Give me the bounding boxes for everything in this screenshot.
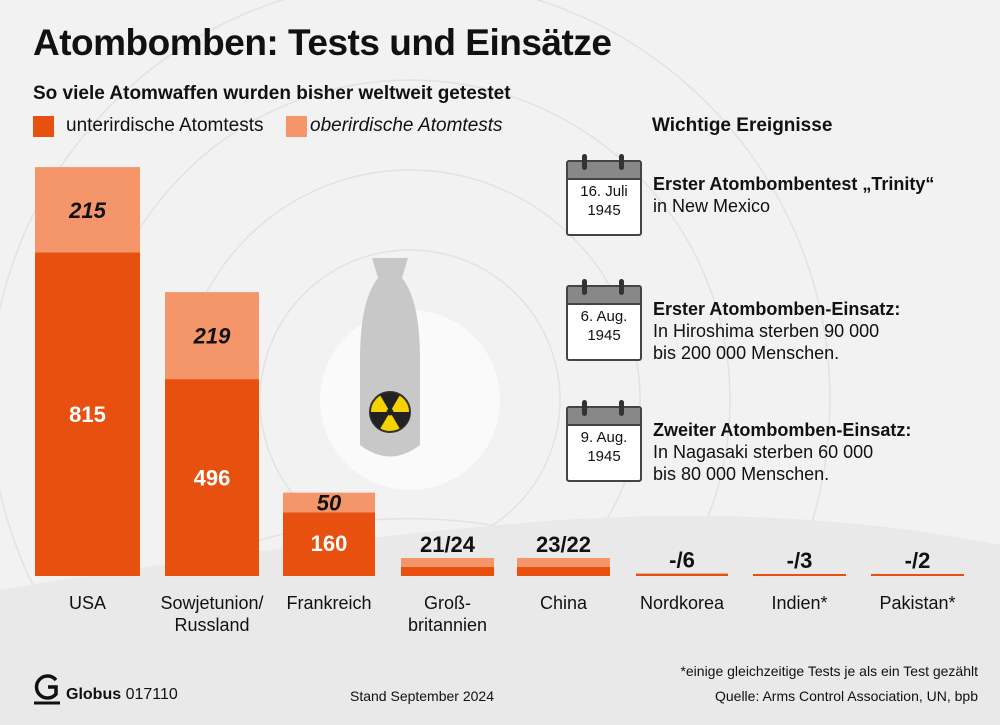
category-label: USA xyxy=(23,592,153,614)
event-date-day: 9. Aug. xyxy=(580,429,628,446)
event-date-day: 16. Juli xyxy=(580,183,628,200)
event-date-day: 6. Aug. xyxy=(580,308,628,325)
calendar-icon: 9. Aug. 1945 xyxy=(566,400,642,482)
category-label-line: Groß- xyxy=(424,593,471,613)
bar-aboveground-3 xyxy=(401,558,494,567)
event-title: Erster Atombombentest „Trinity“ xyxy=(653,174,935,194)
bar-aboveground-4 xyxy=(517,558,610,567)
data-label-underground-0: 815 xyxy=(69,402,106,427)
data-label-aboveground-2: 50 xyxy=(317,491,342,516)
event-title: Zweiter Atombomben-Einsatz: xyxy=(653,420,912,440)
event-item: Zweiter Atombomben-Einsatz: In Nagasaki s… xyxy=(653,420,911,485)
event-description: in New Mexico xyxy=(653,196,771,216)
bar-underground-1 xyxy=(165,379,259,576)
legend-swatch-aboveground xyxy=(286,116,307,137)
legend-label-underground: unterirdische Atomtests xyxy=(66,115,264,136)
data-label-4: 23/22 xyxy=(536,532,591,557)
graphic-code: 017110 xyxy=(125,686,178,703)
calendar-icon: 6. Aug. 1945 xyxy=(566,279,642,361)
data-label-3: 21/24 xyxy=(420,532,476,557)
category-label: Groß-britannien xyxy=(383,592,513,636)
event-title: Erster Atombomben-Einsatz: xyxy=(653,299,901,319)
category-label-line: China xyxy=(539,593,588,613)
data-label-aboveground-1: 219 xyxy=(193,324,231,349)
category-label-line: Frankreich xyxy=(286,593,372,613)
event-description: In Hiroshima sterben 90 000 xyxy=(653,321,880,341)
legend-label-aboveground: oberirdische Atomtests xyxy=(310,115,503,136)
brand-name: Globus xyxy=(66,686,122,703)
event-description: bis 200 000 Menschen. xyxy=(653,343,840,363)
data-label-6: -/3 xyxy=(787,548,813,573)
bar-aboveground-0 xyxy=(35,167,140,253)
data-label-aboveground-0: 215 xyxy=(68,198,106,223)
legend-swatch-underground xyxy=(33,116,54,137)
footer-brand: Globus 017110 xyxy=(66,686,178,704)
category-label: Indien* xyxy=(735,592,865,614)
bar-underground-0 xyxy=(35,252,140,576)
bar-underground-4 xyxy=(517,567,610,576)
bar-underground-6 xyxy=(753,574,846,576)
bomb-icon xyxy=(360,258,420,457)
bar-aboveground-2 xyxy=(283,492,375,513)
category-label: Sowjetunion/Russland xyxy=(147,592,277,636)
category-label-line: USA xyxy=(68,593,106,613)
data-label-underground-1: 496 xyxy=(194,466,231,491)
category-label: Pakistan* xyxy=(853,592,983,614)
category-label: China xyxy=(499,592,629,614)
bar-underground-3 xyxy=(401,567,494,576)
category-label-line: britannien xyxy=(407,615,488,635)
data-label-underground-2: 160 xyxy=(311,531,348,556)
category-label-line: Nordkorea xyxy=(639,593,725,613)
footer-stand: Stand September 2024 xyxy=(350,688,494,704)
event-description: bis 80 000 Menschen. xyxy=(653,464,830,484)
subtitle: So viele Atomwaffen wurden bisher weltwe… xyxy=(33,83,511,104)
data-label-5: -/6 xyxy=(669,548,695,573)
bar-underground-7 xyxy=(871,574,964,576)
category-label-line: Sowjetunion/ xyxy=(160,593,264,613)
footer-source: Quelle: Arms Control Association, UN, bp… xyxy=(714,688,978,704)
event-item: Erster Atombombentest „Trinity“ in New Me… xyxy=(653,174,934,217)
page-title: Atombomben: Tests und Einsätze xyxy=(33,22,612,63)
category-label: Frankreich xyxy=(264,592,394,614)
event-description: In Nagasaki sterben 60 000 xyxy=(653,442,874,462)
globus-logo-icon xyxy=(34,674,60,705)
bar-underground-2 xyxy=(283,512,375,576)
event-date-year: 1945 xyxy=(587,448,621,465)
calendar-icon: 16. Juli 1945 xyxy=(566,154,642,236)
bar-aboveground-1 xyxy=(165,292,259,380)
data-label-7: -/2 xyxy=(905,548,931,573)
category-label-line: Pakistan* xyxy=(879,593,956,613)
events-heading: Wichtige Ereignisse xyxy=(652,115,833,136)
footer-note: *einige gleichzeitige Tests je als ein T… xyxy=(680,663,978,679)
event-date-year: 1945 xyxy=(587,327,621,344)
bar-underground-5 xyxy=(636,573,728,576)
category-label-line: Indien* xyxy=(771,593,828,613)
event-date-year: 1945 xyxy=(587,202,621,219)
category-label: Nordkorea xyxy=(617,592,747,614)
category-label-line: Russland xyxy=(174,615,250,635)
event-item: Erster Atombomben-Einsatz: In Hiroshima s… xyxy=(653,299,900,364)
